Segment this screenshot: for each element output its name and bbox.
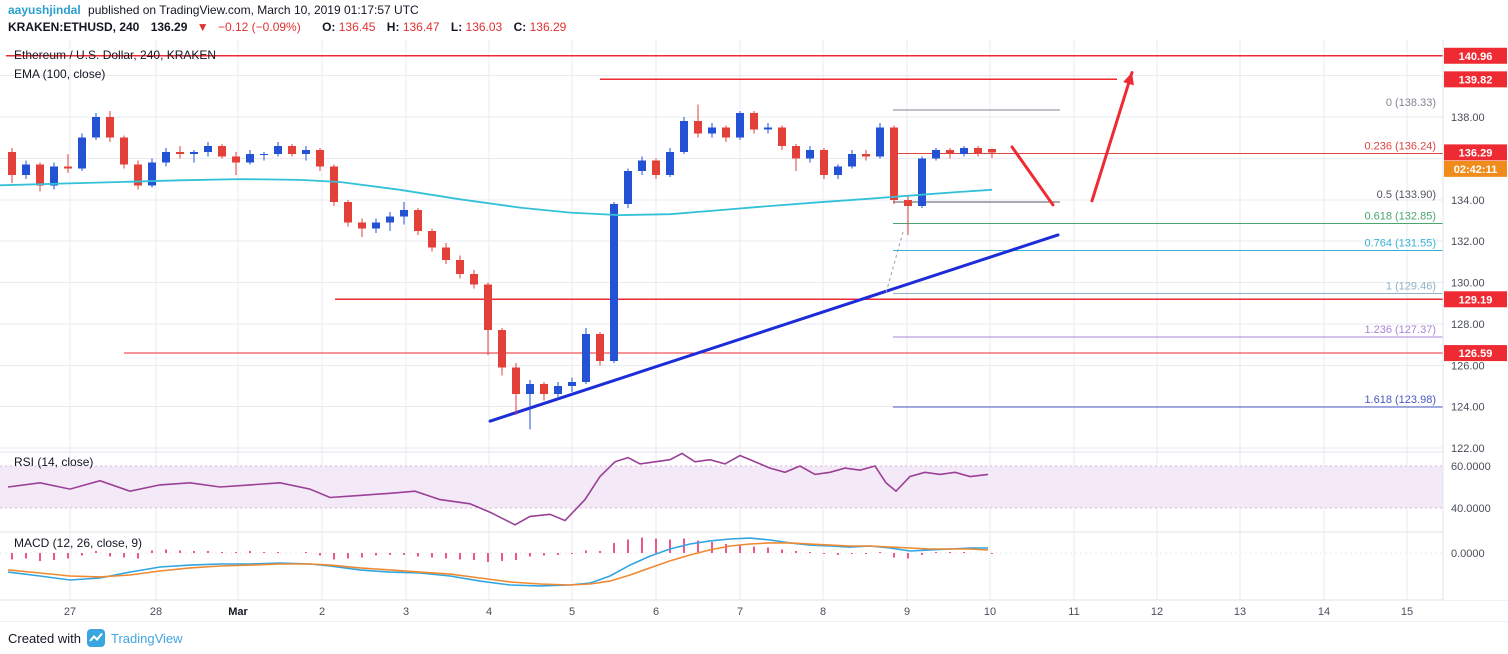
svg-text:40.0000: 40.0000 [1451,503,1491,515]
svg-text:136.29: 136.29 [1459,147,1493,159]
price-axis: 138.00 134.00 132.00 130.00 128.00 126.00 124.… [1442,40,1508,600]
last-price: 136.29 [150,20,188,34]
rsi-legend: RSI (14, close) [14,455,94,469]
candlestick-series [8,104,996,430]
svg-text:124.00: 124.00 [1451,402,1485,414]
svg-text:1.618 (123.98): 1.618 (123.98) [1364,394,1436,406]
author-link[interactable]: aayushjindal [8,3,81,17]
svg-text:130.00: 130.00 [1451,278,1485,290]
svg-text:128.00: 128.00 [1451,319,1485,331]
tradingview-logo-icon[interactable] [86,629,105,647]
macd-legend: MACD (12, 26, close, 9) [14,536,143,550]
svg-text:Mar: Mar [228,606,248,618]
low-value: 136.03 [465,20,503,34]
rsi-line [7,452,989,526]
chart-canvas[interactable]: 0 (138.33) 0.236 (136.24) 0.5 (133.90) 0.61… [0,40,1508,622]
svg-text:13: 13 [1234,606,1246,618]
svg-text:9: 9 [904,606,910,618]
svg-text:2: 2 [319,606,325,618]
svg-text:02:42:11: 02:42:11 [1454,164,1497,176]
drawn-annotations [1010,71,1134,207]
svg-text:15: 15 [1401,606,1413,618]
macd-signal-line [7,542,989,586]
svg-text:0.236 (136.24): 0.236 (136.24) [1364,140,1436,152]
svg-text:126.00: 126.00 [1451,360,1485,372]
change-arrow-icon: ▼ [196,20,209,34]
svg-text:27: 27 [64,606,76,618]
svg-text:0.0000: 0.0000 [1451,548,1485,560]
svg-text:134.00: 134.00 [1451,195,1485,207]
svg-text:0.5 (133.90): 0.5 (133.90) [1377,189,1436,201]
svg-text:3: 3 [403,606,409,618]
svg-text:1.236 (127.37): 1.236 (127.37) [1364,324,1436,336]
svg-text:10: 10 [984,606,996,618]
svg-text:11: 11 [1068,606,1079,618]
svg-text:0 (138.33): 0 (138.33) [1386,97,1436,109]
published-text: published on TradingView.com, March 10, … [88,3,419,17]
svg-text:12: 12 [1151,606,1163,618]
price-axis-badges: 140.96 139.82 129.19 126.59 136.29 02:42:11 [1444,47,1507,362]
svg-text:6: 6 [653,606,659,618]
created-with-text: Created with [8,630,81,646]
rsi-band [0,465,1443,509]
price-change: −0.12 (−0.09%) [217,20,301,34]
ema-legend: EMA (100, close) [14,67,106,81]
svg-text:1 (129.46): 1 (129.46) [1386,281,1436,293]
svg-text:140.96: 140.96 [1459,51,1493,63]
low-label: L: [450,20,463,34]
pane-separators [0,451,1508,622]
trendline [488,233,1060,423]
svg-text:132.00: 132.00 [1451,236,1485,248]
ohlc-values: O: 136.45 H: 136.47 L: 136.03 C: 136.29 [314,20,566,34]
symbol-title[interactable]: KRAKEN:ETHUSD, 240 [8,20,140,34]
svg-text:60.0000: 60.0000 [1451,461,1491,473]
resistance-lines [6,55,1443,354]
fib-retracement: 0 (138.33) 0.236 (136.24) 0.5 (133.90) 0.61… [893,97,1443,408]
dashed-connector [885,231,904,293]
close-value: 136.29 [529,20,567,34]
svg-text:126.59: 126.59 [1459,348,1493,360]
svg-text:8: 8 [820,606,826,618]
svg-text:28: 28 [150,606,162,618]
svg-text:14: 14 [1318,606,1330,618]
macd-histogram [11,537,993,562]
price-pane-legend: Ethereum / U.S. Dollar, 240, KRAKEN [14,48,217,62]
svg-text:139.82: 139.82 [1459,74,1493,86]
time-axis: 27 28 Mar 2 3 4 5 6 7 8 9 10 11 12 13 14 15 [64,606,1413,618]
high-label: H: [386,20,400,34]
high-value: 136.47 [402,20,440,34]
svg-text:129.19: 129.19 [1459,294,1493,306]
publish-line: aayushjindal published on TradingView.co… [8,3,419,17]
tradingview-brand-link[interactable]: TradingView [110,630,183,646]
open-value: 136.45 [338,20,376,34]
svg-text:122.00: 122.00 [1451,443,1485,455]
open-label: O: [322,20,336,34]
svg-text:4: 4 [486,606,492,618]
svg-text:5: 5 [569,606,575,618]
svg-text:0.618 (132.85): 0.618 (132.85) [1364,211,1436,223]
close-label: C: [513,20,527,34]
horizontal-gridlines [0,75,1443,449]
symbol-line: KRAKEN:ETHUSD, 240 136.29 ▼ −0.12 (−0.09… [8,20,566,34]
footer: Created with TradingView [0,622,1508,654]
ema-line [0,178,993,217]
svg-text:7: 7 [737,606,743,618]
svg-text:0.764 (131.55): 0.764 (131.55) [1364,237,1436,249]
svg-text:138.00: 138.00 [1451,112,1485,124]
